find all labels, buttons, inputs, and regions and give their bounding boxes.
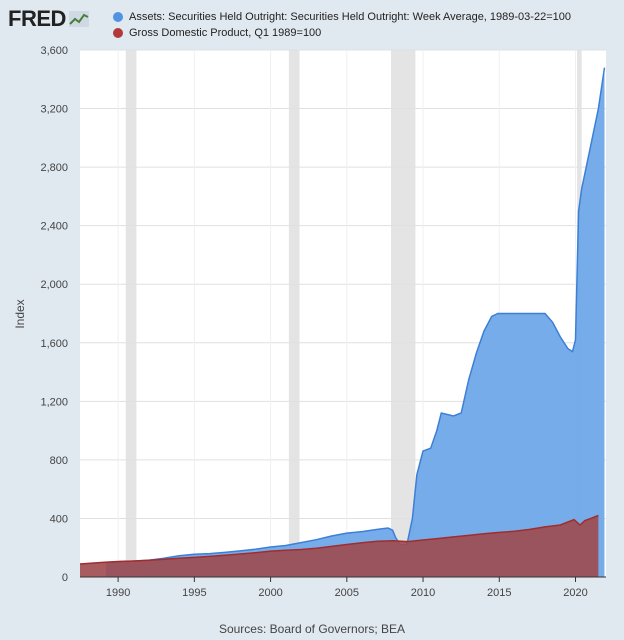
legend-label-gdp: Gross Domestic Product, Q1 1989=100: [129, 27, 322, 39]
x-tick-label: 1995: [182, 587, 206, 599]
legend-label-assets: Assets: Securities Held Outright: Securi…: [129, 11, 571, 23]
recession-band-1: [288, 50, 300, 577]
y-tick-label: 400: [50, 513, 68, 525]
y-axis-label: Index: [13, 299, 27, 328]
x-tick-label: 2015: [487, 587, 511, 599]
legend: Assets: Securities Held Outright: Securi…: [113, 9, 571, 41]
y-tick-label: 3,200: [40, 104, 68, 116]
recession-band-0: [125, 50, 137, 577]
y-tick-label: 0: [62, 572, 68, 584]
y-tick-label: 1,600: [40, 338, 68, 350]
series-line-gdp[interactable]: [79, 514, 599, 565]
series-area-assets[interactable]: [105, 67, 605, 577]
y-tick-label: 2,400: [40, 221, 68, 233]
y-tick-label: 2,800: [40, 162, 68, 174]
y-tick-label: 2,000: [40, 279, 68, 291]
fred-chart-icon: [68, 11, 89, 27]
legend-item-gdp[interactable]: Gross Domestic Product, Q1 1989=100: [113, 25, 571, 41]
x-tick-label: 2020: [563, 587, 587, 599]
y-tick-label: 1,200: [40, 396, 68, 408]
series: [79, 67, 606, 578]
y-tick-label: 3,600: [40, 45, 68, 57]
fred-logo[interactable]: FRED: [8, 6, 89, 32]
x-tick-label: 1990: [106, 587, 130, 599]
series-line-assets[interactable]: [105, 67, 606, 564]
x-tick-label: 2005: [335, 587, 359, 599]
x-tick-label: 2010: [411, 587, 435, 599]
legend-item-assets[interactable]: Assets: Securities Held Outright: Securi…: [113, 9, 571, 25]
axes: 0 400 800 1,200 1,600 2,000 2,400 2,800 3,200 3,6…: [40, 45, 606, 599]
recession-band-2: [391, 50, 416, 577]
legend-marker-assets: [113, 12, 123, 22]
series-area-gdp[interactable]: [80, 515, 599, 578]
source-note: Sources: Board of Governors; BEA: [218, 622, 406, 636]
y-tick-label: 800: [50, 455, 68, 467]
legend-marker-gdp: [113, 28, 123, 38]
logo-text: FRED: [8, 6, 66, 31]
x-tick-label: 2000: [258, 587, 282, 599]
